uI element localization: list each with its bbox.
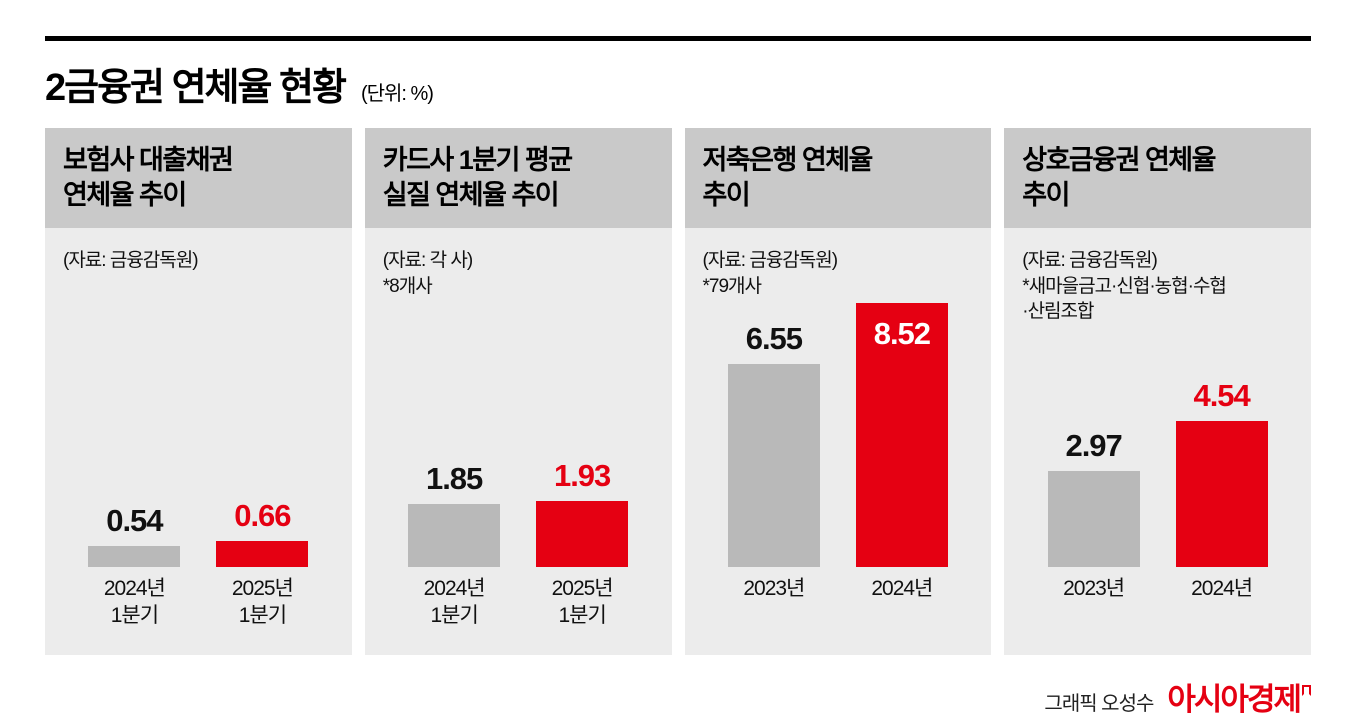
category-line: 2024년 [871,577,933,600]
asiae-logo-text: 아시아경제 [1167,682,1302,717]
panel-title: 보험사 대출채권 연체율 추이 [63,144,234,210]
panel-body: (자료: 금융감독원) 0.54 2024년 1분기 0.66 [45,228,352,655]
category-label-prev: 2024년 1분기 [103,567,166,631]
bar-prev [408,504,501,567]
source-label: (자료: 각 사) [382,250,473,271]
source-label: (자료: 금융감독원) [63,250,199,271]
bar-curr [1175,421,1268,567]
chart-panel-card: 카드사 1분기 평균 실질 연체율 추이 (자료: 각 사) *8개사 1.85… [364,128,672,655]
top-rule [45,36,1311,41]
bar-group-curr: 8.52 2024년 [855,303,948,631]
panel-header: 보험사 대출채권 연체율 추이 [45,128,352,228]
panel-header: 상호금융권 연체율 추이 [1004,128,1311,228]
bar-value-curr: 8.52 [873,315,931,351]
bar-group-curr: 4.54 2024년 [1175,377,1268,631]
note-label: *79개사 [702,275,762,297]
bar-value-curr: 0.66 [234,497,291,533]
source-label: (자료: 금융감독원) [1022,250,1158,271]
bar-value-prev: 1.85 [425,460,483,496]
bar-chart: 1.85 2024년 1분기 1.93 2025년 1분기 [365,457,672,631]
chart-panel-mutual-finance: 상호금융권 연체율 추이 (자료: 금융감독원) *새마을금고·신협·농협·수협… [1004,128,1311,655]
graphic-credit: 그래픽 오성수 [1044,693,1154,715]
category-line: 1분기 [430,604,478,628]
bar-group-prev: 1.85 2024년 1분기 [408,460,501,631]
note-label: *8개사 [382,275,433,297]
bar-group-prev: 2.97 2023년 [1047,427,1140,631]
category-label-curr: 2024년 [1191,567,1253,631]
chart-panels: 보험사 대출채권 연체율 추이 (자료: 금융감독원) 0.54 2024년 1… [45,128,1311,655]
category-line: 2023년 [743,577,805,600]
note-label: *새마을금고·신협·농협·수협 ·산림조합 [1022,275,1227,323]
panel-title: 카드사 1분기 평균 실질 연체율 추이 [382,144,573,210]
bar-prev [88,546,181,567]
bar-group-curr: 0.66 2025년 1분기 [216,497,309,631]
panel-body: (자료: 각 사) *8개사 1.85 2024년 1분기 1.93 [364,228,672,655]
bar-value-prev: 6.55 [745,320,803,356]
panel-meta: (자료: 금융감독원) *79개사 [685,228,992,299]
bar-group-prev: 6.55 2023년 [727,320,820,631]
category-line: 2025년 [551,577,614,600]
category-line: 2024년 [1191,577,1253,600]
page-title: 2금융권 연체율 현황 [45,67,347,109]
category-line: 2024년 [103,577,166,600]
bar-prev [727,364,820,567]
bar-chart: 2.97 2023년 4.54 2024년 [1004,377,1311,631]
panel-meta: (자료: 금융감독원) *새마을금고·신협·농협·수협 ·산림조합 [1004,228,1311,325]
bar-value-prev: 0.54 [106,502,163,538]
bar-group-curr: 1.93 2025년 1분기 [536,457,629,631]
bar-curr [216,541,309,567]
panel-meta: (자료: 금융감독원) [45,228,352,274]
category-label-curr: 2025년 1분기 [551,567,614,631]
source-label: (자료: 금융감독원) [702,250,839,271]
panel-title: 상호금융권 연체율 추이 [1022,144,1216,210]
bar-value-curr: 1.93 [553,457,611,493]
bar-curr [536,501,629,567]
footer: 그래픽 오성수 아시아경제 [1044,674,1311,719]
bar-chart: 6.55 2023년 8.52 2024년 [685,303,992,631]
category-label-curr: 2024년 [871,567,933,631]
panel-body: (자료: 금융감독원) *79개사 6.55 2023년 8.52 [684,228,992,655]
asiae-logo: 아시아경제 [1167,674,1311,719]
category-label-prev: 2023년 [1063,567,1125,631]
category-line: 1분기 [238,604,287,628]
category-line: 2023년 [1063,577,1125,600]
category-line: 2024년 [423,577,486,600]
bar-chart: 0.54 2024년 1분기 0.66 2025년 1분기 [45,497,352,631]
panel-header: 저축은행 연체율 추이 [684,128,992,228]
category-line: 2025년 [231,577,294,600]
title-row: 2금융권 연체율 현황 (단위: %) [45,56,434,111]
panel-meta: (자료: 각 사) *8개사 [365,228,672,299]
category-label-prev: 2024년 1분기 [423,567,486,631]
panel-body: (자료: 금융감독원) *새마을금고·신협·농협·수협 ·산림조합 2.97 2… [1004,228,1311,655]
chart-panel-insurance: 보험사 대출채권 연체율 추이 (자료: 금융감독원) 0.54 2024년 1… [45,128,352,655]
logo-mark-icon [1302,685,1311,696]
panel-title: 저축은행 연체율 추이 [702,144,874,210]
category-line: 1분기 [558,604,606,628]
bar-group-prev: 0.54 2024년 1분기 [88,502,181,631]
category-label-prev: 2023년 [743,567,805,631]
panel-header: 카드사 1분기 평균 실질 연체율 추이 [364,128,672,228]
chart-panel-savings-bank: 저축은행 연체율 추이 (자료: 금융감독원) *79개사 6.55 2023년 [684,128,992,655]
unit-label: (단위: %) [360,83,434,105]
category-label-curr: 2025년 1분기 [231,567,294,631]
bar-value-curr: 4.54 [1193,377,1250,413]
bar-value-prev: 2.97 [1065,427,1122,463]
bar-curr [855,303,948,567]
category-line: 1분기 [110,604,159,628]
bar-prev [1047,471,1140,567]
